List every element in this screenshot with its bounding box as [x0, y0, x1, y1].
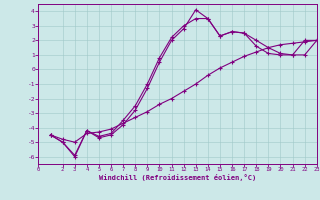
X-axis label: Windchill (Refroidissement éolien,°C): Windchill (Refroidissement éolien,°C): [99, 174, 256, 181]
